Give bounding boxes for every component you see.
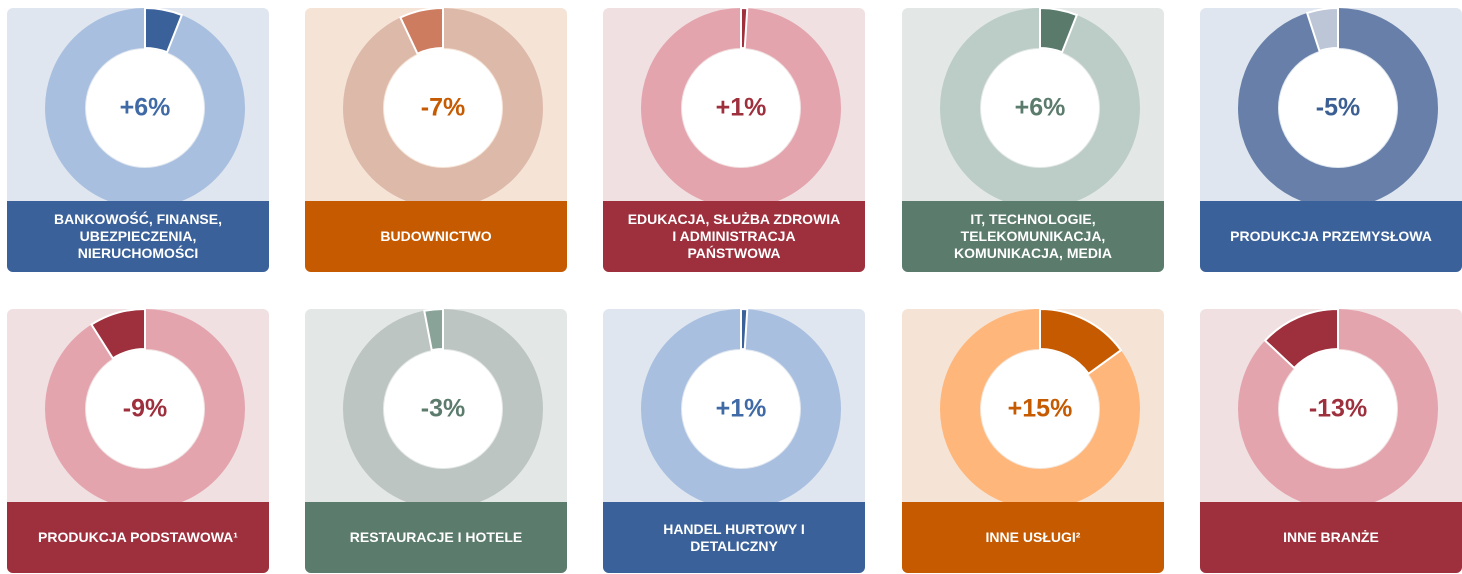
donut-hole <box>384 350 502 468</box>
value-label: -3% <box>421 395 465 423</box>
donut-hole <box>86 350 204 468</box>
donut-wedge <box>740 8 749 50</box>
donut-hole <box>1279 350 1397 468</box>
donut-chart: +6% <box>45 8 245 208</box>
donut-chart: -5% <box>1238 8 1438 208</box>
value-label: -5% <box>1316 94 1360 122</box>
donut-wedge <box>423 309 444 352</box>
donut-wedge <box>1263 309 1339 370</box>
donut-wedge <box>1305 8 1339 53</box>
donut-hole <box>384 49 502 167</box>
donut-wedge <box>144 8 184 54</box>
donut-chart: -7% <box>343 8 543 208</box>
donut-wedge <box>399 8 444 56</box>
chart-card: +1% HANDEL HURTOWY I DETALICZNY <box>603 309 865 573</box>
chart-title: PRODUKCJA PODSTAWOWA¹ <box>7 502 269 573</box>
chart-title: IT, TECHNOLOGIE, TELEKOMUNIKACJA, KOMUNI… <box>902 201 1164 272</box>
donut-hole <box>86 49 204 167</box>
chart-card: -7% BUDOWNICTWO <box>305 8 567 272</box>
chart-card: -3% RESTAURACJE I HOTELE <box>305 309 567 573</box>
value-label: +15% <box>1008 395 1073 423</box>
value-label: -7% <box>421 94 465 122</box>
donut-chart: -3% <box>343 309 543 509</box>
value-label: -13% <box>1309 395 1367 423</box>
chart-card: -9% PRODUKCJA PODSTAWOWA¹ <box>7 309 269 573</box>
donut-hole <box>682 350 800 468</box>
donut-hole <box>682 49 800 167</box>
chart-card: +1% EDUKACJA, SŁUŻBA ZDROWIA I ADMINISTRA… <box>603 8 865 272</box>
donut-wedge <box>1039 309 1123 376</box>
chart-card: -5% PRODUKCJA PRZEMYSŁOWA <box>1200 8 1462 272</box>
chart-card: -13% INNE BRANŻE <box>1200 309 1462 573</box>
donut-wedge <box>90 309 146 360</box>
donut-chart: -9% <box>45 309 245 509</box>
donut-wedge <box>1039 8 1079 54</box>
donut-chart: -13% <box>1238 309 1438 509</box>
donut-hole <box>981 350 1099 468</box>
chart-title: HANDEL HURTOWY I DETALICZNY <box>603 502 865 573</box>
donut-wedge <box>740 309 749 351</box>
chart-card: +6% BANKOWOŚĆ, FINANSE, UBEZPIECZENIA, NI… <box>7 8 269 272</box>
chart-card: +15% INNE USŁUGI² <box>902 309 1164 573</box>
value-label: +6% <box>1015 94 1066 122</box>
chart-title: INNE BRANŻE <box>1200 502 1462 573</box>
value-label: -9% <box>123 395 167 423</box>
chart-title: EDUKACJA, SŁUŻBA ZDROWIA I ADMINISTRACJA… <box>603 201 865 272</box>
donut-chart: +6% <box>940 8 1140 208</box>
donut-chart: +1% <box>641 8 841 208</box>
value-label: +1% <box>716 395 767 423</box>
chart-card: +6% IT, TECHNOLOGIE, TELEKOMUNIKACJA, KOM… <box>902 8 1164 272</box>
donut-chart: +1% <box>641 309 841 509</box>
donut-hole <box>1279 49 1397 167</box>
chart-title: BANKOWOŚĆ, FINANSE, UBEZPIECZENIA, NIERU… <box>7 201 269 272</box>
value-label: +6% <box>120 94 171 122</box>
chart-title: BUDOWNICTWO <box>305 201 567 272</box>
donut-hole <box>981 49 1099 167</box>
chart-title: INNE USŁUGI² <box>902 502 1164 573</box>
chart-title: PRODUKCJA PRZEMYSŁOWA <box>1200 201 1462 272</box>
value-label: +1% <box>716 94 767 122</box>
donut-chart: +15% <box>940 309 1140 509</box>
chart-title: RESTAURACJE I HOTELE <box>305 502 567 573</box>
